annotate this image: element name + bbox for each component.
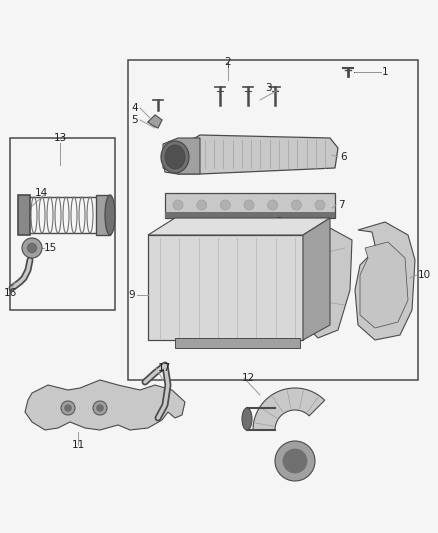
Text: 1: 1	[382, 67, 389, 77]
Polygon shape	[163, 138, 200, 174]
Text: 8: 8	[275, 217, 282, 227]
Polygon shape	[305, 228, 352, 338]
Ellipse shape	[268, 200, 278, 210]
Polygon shape	[148, 218, 330, 235]
Bar	[10, 138, 115, 310]
Text: 3: 3	[265, 83, 272, 93]
Text: 14: 14	[35, 188, 48, 198]
Circle shape	[96, 405, 103, 411]
Ellipse shape	[165, 145, 185, 169]
Bar	[148, 235, 303, 340]
Text: 9: 9	[128, 290, 135, 300]
Ellipse shape	[105, 195, 115, 235]
Polygon shape	[162, 135, 338, 174]
Polygon shape	[355, 222, 415, 340]
Circle shape	[93, 401, 107, 415]
Text: 15: 15	[44, 243, 57, 253]
Bar	[96, 195, 110, 235]
Text: 6: 6	[340, 152, 346, 162]
Text: 16: 16	[4, 288, 17, 298]
Polygon shape	[253, 388, 325, 430]
Bar	[165, 193, 335, 218]
Ellipse shape	[291, 200, 301, 210]
Text: 7: 7	[338, 200, 345, 210]
Bar	[165, 212, 335, 218]
Circle shape	[64, 405, 71, 411]
Ellipse shape	[242, 408, 252, 430]
Text: 12: 12	[242, 373, 255, 383]
Text: 2: 2	[225, 57, 231, 67]
Polygon shape	[148, 115, 162, 128]
Text: 13: 13	[53, 133, 67, 143]
Ellipse shape	[220, 200, 230, 210]
Bar	[18, 195, 30, 235]
Text: 10: 10	[418, 270, 431, 280]
Ellipse shape	[244, 200, 254, 210]
Circle shape	[275, 441, 315, 481]
Circle shape	[283, 449, 307, 473]
Text: 17: 17	[158, 363, 171, 373]
Ellipse shape	[197, 200, 207, 210]
Polygon shape	[303, 218, 330, 340]
Text: 11: 11	[71, 440, 85, 450]
Text: 5: 5	[131, 115, 138, 125]
Ellipse shape	[161, 141, 189, 173]
Ellipse shape	[173, 200, 183, 210]
Circle shape	[27, 243, 37, 253]
Circle shape	[61, 401, 75, 415]
Text: 4: 4	[131, 103, 138, 113]
Ellipse shape	[315, 200, 325, 210]
Polygon shape	[360, 242, 408, 328]
Bar	[175, 338, 300, 348]
Circle shape	[22, 238, 42, 258]
Bar	[128, 60, 418, 380]
Polygon shape	[25, 380, 185, 430]
